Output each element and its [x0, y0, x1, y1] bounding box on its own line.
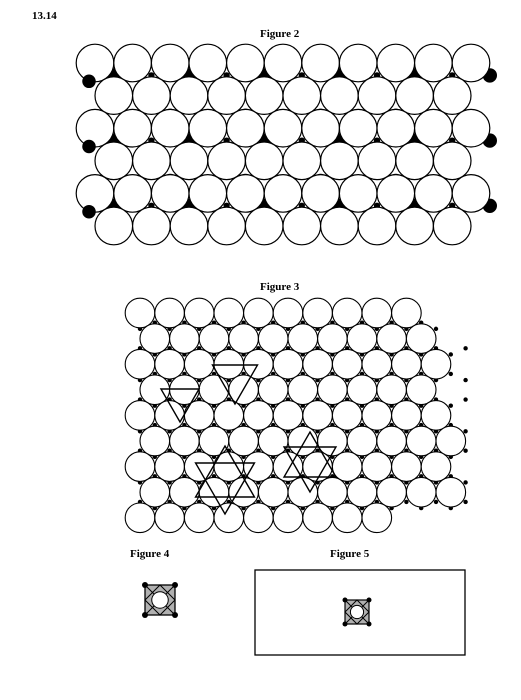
figure-3 [125, 298, 468, 532]
figure-4-label: Figure 4 [130, 548, 169, 560]
figures-canvas [0, 0, 521, 700]
figure-5-label: Figure 5 [330, 548, 369, 560]
figure-4 [142, 582, 178, 618]
figure-2-label: Figure 2 [260, 28, 299, 40]
figure-3-label: Figure 3 [260, 281, 299, 293]
figure-5 [255, 570, 465, 655]
figure-2 [76, 44, 497, 245]
page-number: 13.14 [32, 10, 57, 22]
